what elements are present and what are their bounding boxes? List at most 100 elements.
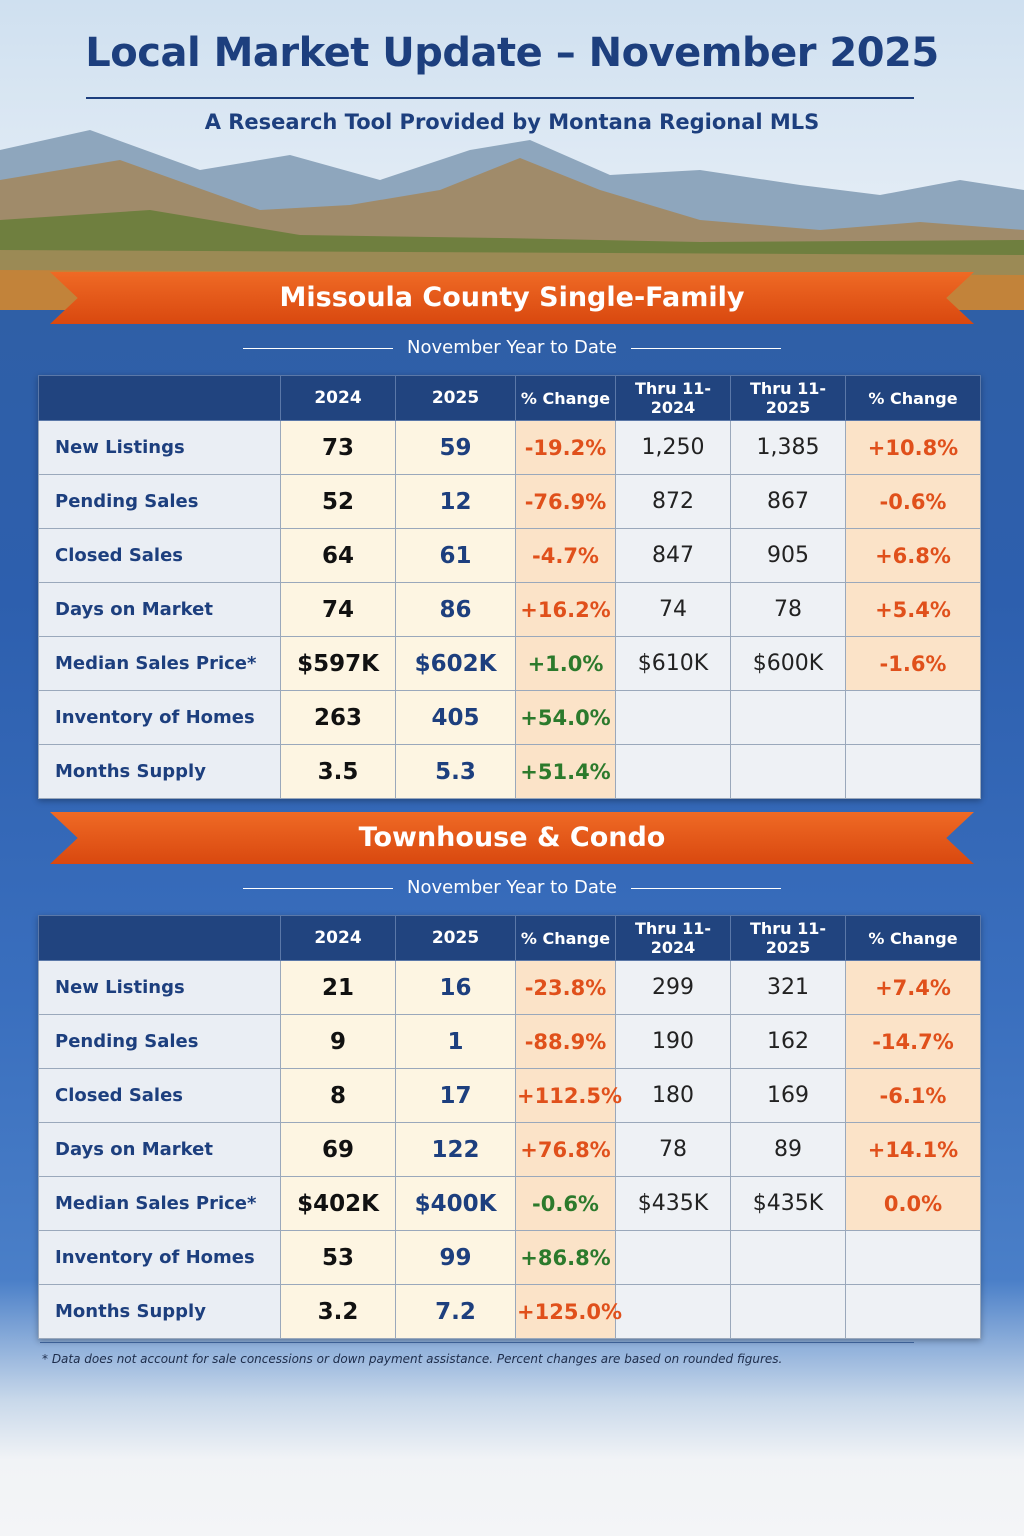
cell: 3.5	[280, 744, 396, 799]
row-label: Median Sales Price*	[38, 1176, 281, 1231]
cell: 905	[730, 528, 846, 583]
cell: 53	[280, 1230, 396, 1285]
header-corner	[38, 375, 281, 421]
column-header: Thru 11-2024	[615, 915, 731, 961]
empty-cell	[615, 690, 731, 745]
cell: 5.3	[395, 744, 516, 799]
cell: 78	[730, 582, 846, 637]
empty-cell	[845, 1284, 981, 1339]
empty-cell	[730, 1284, 846, 1339]
cell: 872	[615, 474, 731, 529]
cell: 61	[395, 528, 516, 583]
cell: +51.4%	[515, 744, 616, 799]
cell: -1.6%	[845, 636, 981, 691]
cell: +16.2%	[515, 582, 616, 637]
cell: $597K	[280, 636, 396, 691]
column-header: % Change	[845, 375, 981, 421]
data-row: New Listings 21 16 -23.8% 299 321 +7.4%	[38, 960, 981, 1015]
cell: 73	[280, 420, 396, 475]
cell: -0.6%	[845, 474, 981, 529]
row-label: Days on Market	[38, 582, 281, 637]
cell: -4.7%	[515, 528, 616, 583]
row-label: Pending Sales	[38, 474, 281, 529]
column-header: 2024	[280, 375, 396, 421]
cell: $402K	[280, 1176, 396, 1231]
row-label: Months Supply	[38, 1284, 281, 1339]
data-table: 2024 2025% Change Thru 11-2024 Thru 11-2025…	[38, 375, 981, 799]
column-header: 2024	[280, 915, 396, 961]
section-subtitle-row: November Year to Date	[0, 337, 1024, 358]
column-header: % Change	[515, 375, 616, 421]
section-banner: Missoula County Single-Family	[50, 272, 974, 324]
column-header: Thru 11-2025	[730, 915, 846, 961]
empty-cell	[615, 744, 731, 799]
data-row: Days on Market 69 122 +76.8% 78 89 +14.1%	[38, 1122, 981, 1177]
section-banner: Townhouse & Condo	[50, 812, 974, 864]
cell: $602K	[395, 636, 516, 691]
data-row: Inventory of Homes 53 99 +86.8%	[38, 1230, 981, 1285]
cell: 3.2	[280, 1284, 396, 1339]
data-row: Median Sales Price* $402K $400K -0.6% $435K $…	[38, 1176, 981, 1231]
data-row: Days on Market 74 86 +16.2% 74 78 +5.4%	[38, 582, 981, 637]
cell: 1	[395, 1014, 516, 1069]
row-label: Days on Market	[38, 1122, 281, 1177]
empty-cell	[615, 1230, 731, 1285]
cell: -88.9%	[515, 1014, 616, 1069]
header-row: 2024 2025% Change Thru 11-2024 Thru 11-2025…	[38, 915, 981, 961]
subtitle: A Research Tool Provided by Montana Regi…	[204, 110, 820, 134]
empty-cell	[845, 1230, 981, 1285]
footnote: * Data does not account for sale concess…	[42, 1352, 783, 1366]
column-header: 2025	[395, 375, 516, 421]
cell: -6.1%	[845, 1068, 981, 1123]
title-rule	[86, 97, 914, 99]
cell: -76.9%	[515, 474, 616, 529]
cell: $600K	[730, 636, 846, 691]
cell: 17	[395, 1068, 516, 1123]
cell: +54.0%	[515, 690, 616, 745]
cell: +1.0%	[515, 636, 616, 691]
cell: -0.6%	[515, 1176, 616, 1231]
column-header: Thru 11-2025	[730, 375, 846, 421]
row-label: New Listings	[38, 420, 281, 475]
cell: $400K	[395, 1176, 516, 1231]
row-label: Pending Sales	[38, 1014, 281, 1069]
column-header: % Change	[845, 915, 981, 961]
cell: 86	[395, 582, 516, 637]
cell: +5.4%	[845, 582, 981, 637]
section-subtitle: November Year to Date	[406, 877, 617, 898]
cell: 64	[280, 528, 396, 583]
data-row: Inventory of Homes 263 405 +54.0%	[38, 690, 981, 745]
header-corner	[38, 915, 281, 961]
cell: 0.0%	[845, 1176, 981, 1231]
row-label: Median Sales Price*	[38, 636, 281, 691]
cell: 180	[615, 1068, 731, 1123]
cell: +76.8%	[515, 1122, 616, 1177]
row-label: Inventory of Homes	[38, 1230, 281, 1285]
cell: 52	[280, 474, 396, 529]
cell: +6.8%	[845, 528, 981, 583]
cell: 99	[395, 1230, 516, 1285]
cell: +112.5%	[515, 1068, 622, 1123]
empty-cell	[730, 744, 846, 799]
data-row: New Listings 73 59 -19.2% 1,250 1,385 +10.8%	[38, 420, 981, 475]
row-label: Months Supply	[38, 744, 281, 799]
cell: 405	[395, 690, 516, 745]
cell: 16	[395, 960, 516, 1015]
cell: +125.0%	[515, 1284, 622, 1339]
section-subtitle: November Year to Date	[406, 337, 617, 358]
data-row: Pending Sales 52 12 -76.9% 872 867 -0.6%	[38, 474, 981, 529]
cell: 162	[730, 1014, 846, 1069]
empty-cell	[730, 1230, 846, 1285]
cell: $435K	[730, 1176, 846, 1231]
cell: 1,250	[615, 420, 731, 475]
column-header: Thru 11-2024	[615, 375, 731, 421]
cell: $610K	[615, 636, 731, 691]
data-table: 2024 2025% Change Thru 11-2024 Thru 11-2025…	[38, 915, 981, 1339]
cell: 867	[730, 474, 846, 529]
row-label: Closed Sales	[38, 528, 281, 583]
cell: 1,385	[730, 420, 846, 475]
row-label: Closed Sales	[38, 1068, 281, 1123]
cell: 9	[280, 1014, 396, 1069]
cell: 74	[280, 582, 396, 637]
